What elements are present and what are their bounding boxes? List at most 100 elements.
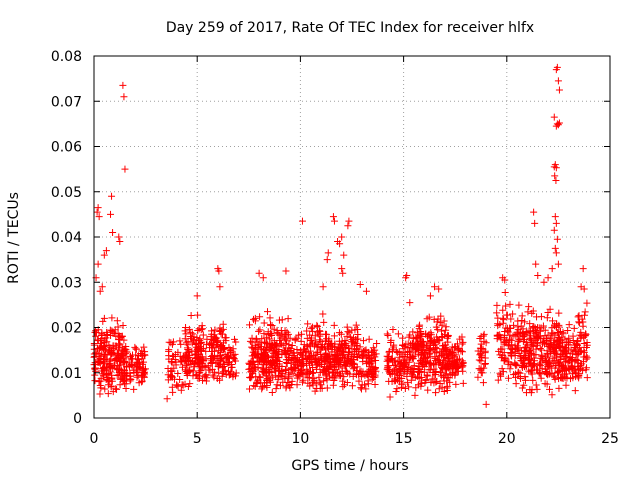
data-point	[264, 328, 272, 336]
data-point	[579, 367, 587, 375]
data-point	[94, 260, 102, 268]
data-point	[553, 235, 561, 243]
data-point	[208, 357, 216, 365]
y-tick-label: 0.06	[51, 140, 82, 156]
data-point	[439, 364, 447, 372]
data-point	[197, 339, 205, 347]
data-point	[412, 340, 420, 348]
data-point	[312, 358, 320, 366]
data-point	[563, 349, 571, 357]
data-point	[110, 329, 118, 337]
data-point	[406, 299, 414, 307]
data-point	[418, 379, 426, 387]
data-point	[385, 377, 393, 385]
data-point	[526, 386, 534, 394]
chart-title: Day 259 of 2017, Rate Of TEC Index for r…	[166, 20, 534, 36]
data-point	[345, 217, 353, 225]
data-point	[505, 338, 513, 346]
data-point	[457, 360, 465, 368]
x-axis-label: GPS time / hours	[291, 458, 408, 474]
data-point	[557, 347, 565, 355]
data-point	[133, 366, 141, 374]
data-point	[481, 349, 489, 357]
data-point	[347, 338, 355, 346]
data-point	[583, 374, 591, 382]
data-point	[196, 339, 204, 347]
data-point	[439, 345, 447, 353]
data-point	[565, 365, 573, 373]
data-point	[336, 359, 344, 367]
data-point	[431, 370, 439, 378]
data-point	[511, 360, 519, 368]
data-point	[513, 342, 521, 350]
data-point	[344, 328, 352, 336]
data-point	[525, 303, 533, 311]
data-point	[248, 339, 256, 347]
data-point	[554, 368, 562, 376]
data-point	[232, 369, 240, 377]
data-point	[481, 360, 489, 368]
data-point	[506, 324, 514, 332]
data-point	[565, 357, 573, 365]
data-point	[480, 330, 488, 338]
data-point	[403, 372, 411, 380]
data-point	[458, 357, 466, 365]
data-point	[140, 343, 148, 351]
data-point	[348, 342, 356, 350]
data-point	[387, 356, 395, 364]
data-point	[108, 346, 116, 354]
data-point	[315, 373, 323, 381]
data-point	[522, 389, 530, 397]
data-point	[551, 331, 559, 339]
data-point	[277, 367, 285, 375]
data-point	[187, 334, 195, 342]
data-point	[340, 251, 348, 259]
data-point	[494, 322, 502, 330]
data-point	[115, 351, 123, 359]
data-point	[330, 332, 338, 340]
data-point	[338, 364, 346, 372]
data-point	[281, 375, 289, 383]
data-point	[183, 357, 191, 365]
data-point	[551, 244, 559, 252]
data-point	[569, 332, 577, 340]
data-point	[360, 348, 368, 356]
data-point	[274, 373, 282, 381]
data-point	[496, 369, 504, 377]
data-point	[405, 383, 413, 391]
data-point	[249, 344, 257, 352]
data-point	[565, 346, 573, 354]
data-point	[293, 346, 301, 354]
data-point	[532, 381, 540, 389]
data-point	[432, 389, 440, 397]
data-point	[298, 330, 306, 338]
data-point	[330, 321, 338, 329]
data-point	[514, 344, 522, 352]
data-point	[448, 348, 456, 356]
data-point	[121, 358, 129, 366]
data-point	[552, 249, 560, 257]
data-point	[309, 381, 317, 389]
data-point	[314, 341, 322, 349]
data-point	[452, 361, 460, 369]
data-point	[539, 322, 547, 330]
data-point	[551, 357, 559, 365]
data-point	[582, 352, 590, 360]
data-point	[497, 333, 505, 341]
data-point	[271, 352, 279, 360]
data-point	[271, 367, 279, 375]
data-point	[167, 372, 175, 380]
data-point	[327, 340, 335, 348]
data-point	[105, 369, 113, 377]
y-tick-label: 0.03	[51, 275, 82, 291]
data-point	[528, 341, 536, 349]
data-point	[433, 345, 441, 353]
data-point	[260, 338, 268, 346]
data-point	[260, 379, 268, 387]
data-point	[532, 260, 540, 268]
data-point	[425, 351, 433, 359]
data-point	[322, 350, 330, 358]
data-point	[414, 341, 422, 349]
data-point	[534, 324, 542, 332]
data-point	[352, 321, 360, 329]
